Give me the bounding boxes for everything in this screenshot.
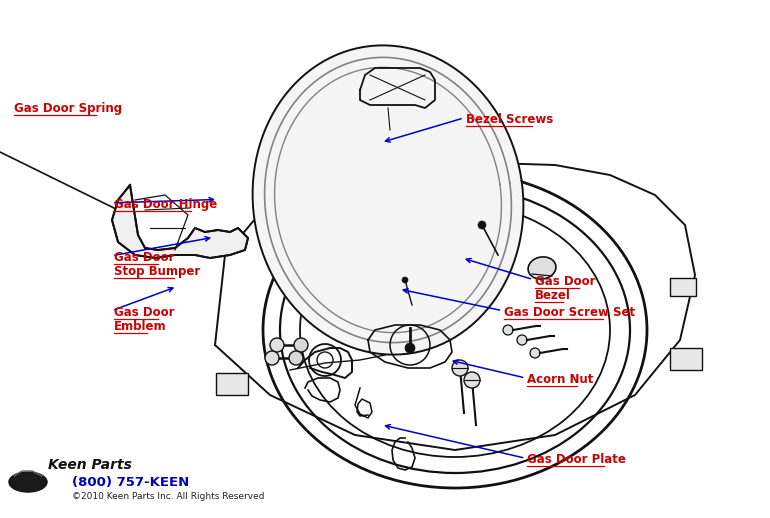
Polygon shape [253, 46, 524, 355]
FancyBboxPatch shape [670, 348, 702, 370]
Text: Gas Door: Gas Door [535, 275, 596, 287]
Circle shape [270, 338, 284, 352]
Circle shape [517, 335, 527, 345]
Text: Keen Parts: Keen Parts [48, 458, 132, 472]
Text: Stop Bumper: Stop Bumper [114, 265, 200, 278]
Circle shape [405, 343, 415, 353]
FancyBboxPatch shape [216, 373, 248, 395]
Text: Gas Door Screw Set: Gas Door Screw Set [504, 306, 635, 319]
Text: Bezel: Bezel [535, 289, 571, 301]
Ellipse shape [528, 257, 556, 279]
Text: Bezel Screws: Bezel Screws [466, 113, 553, 126]
Text: Gas Door Plate: Gas Door Plate [527, 453, 626, 466]
Text: Gas Door Spring: Gas Door Spring [14, 102, 122, 114]
FancyBboxPatch shape [670, 278, 696, 296]
Circle shape [294, 338, 308, 352]
Circle shape [478, 221, 486, 229]
Circle shape [530, 348, 540, 358]
Text: Emblem: Emblem [114, 320, 166, 333]
Circle shape [503, 325, 513, 335]
Circle shape [402, 277, 408, 283]
Text: Gas Door Hinge: Gas Door Hinge [114, 198, 217, 211]
Circle shape [452, 360, 468, 376]
Text: Acorn Nut: Acorn Nut [527, 373, 594, 386]
Text: (800) 757-KEEN: (800) 757-KEEN [72, 476, 189, 489]
Text: ©2010 Keen Parts Inc. All Rights Reserved: ©2010 Keen Parts Inc. All Rights Reserve… [72, 492, 265, 501]
Text: Gas Door: Gas Door [114, 251, 175, 264]
Circle shape [265, 351, 279, 365]
Ellipse shape [9, 472, 47, 492]
Polygon shape [112, 185, 248, 258]
Circle shape [289, 351, 303, 365]
Circle shape [464, 372, 480, 388]
Text: Gas Door: Gas Door [114, 306, 175, 319]
